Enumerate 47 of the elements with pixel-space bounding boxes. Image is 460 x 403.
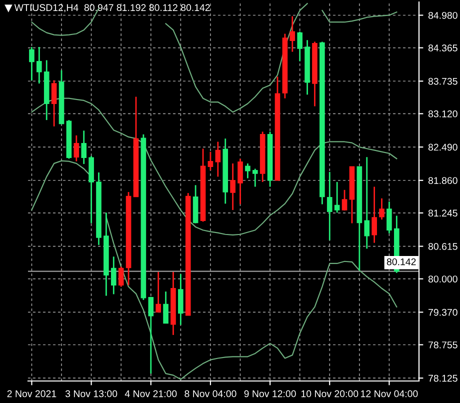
x-tick-label: 10 Nov 20:00	[301, 390, 358, 398]
candlestick	[290, 16, 296, 52]
x-tick-label: 2 Nov 2021	[7, 390, 56, 398]
candlestick	[29, 46, 34, 82]
candlestick	[379, 198, 384, 220]
y-tick-label: 83.735	[428, 78, 458, 85]
candlestick	[110, 256, 116, 295]
y-tick-label: 78.125	[428, 374, 458, 382]
candlestick	[238, 158, 243, 205]
y-tick-label: 80.615	[428, 243, 458, 250]
y-tick-label: 79.370	[428, 308, 458, 316]
candlestick	[81, 130, 87, 165]
candlestick	[208, 151, 214, 172]
candlestick	[297, 30, 302, 62]
y-tick-label: 78.755	[428, 341, 458, 348]
candlestick	[118, 266, 124, 288]
x-tick-label: 9 Nov 12:00	[244, 390, 296, 398]
candlestick	[252, 168, 258, 188]
x-tick-label: 12 Nov 04:00	[361, 390, 418, 398]
y-tick-label: 82.490	[428, 144, 458, 151]
x-tick-label: 4 Nov 21:00	[124, 390, 177, 398]
candlestick	[148, 296, 154, 374]
y-tick-label: 81.245	[428, 210, 458, 217]
candlestick	[386, 200, 392, 234]
x-tick-label: 3 Nov 13:00	[65, 390, 118, 398]
candlestick	[74, 134, 80, 162]
candlestick	[36, 46, 42, 84]
candlestick	[326, 171, 332, 241]
y-tick-label: 81.860	[428, 177, 458, 184]
x-tick-label: 8 Nov 04:00	[184, 390, 236, 398]
candlestick	[342, 189, 348, 212]
candlestick	[230, 162, 236, 211]
candlestick	[364, 156, 370, 250]
candlestick	[245, 162, 250, 179]
y-tick-label: 84.365	[428, 44, 458, 52]
candlestick	[215, 141, 221, 178]
candlestick	[334, 181, 340, 214]
y-tick-label: 80.000	[428, 276, 458, 282]
candlestick	[51, 80, 57, 128]
y-tick-label: 83.120	[428, 110, 458, 118]
candlestick	[178, 273, 184, 326]
chart-title: WTIUSD12,H4 80.947 81.192 80.112 80.142	[14, 4, 210, 12]
ref-line-label: 80.142	[386, 258, 416, 266]
candlestick	[163, 290, 168, 324]
candlestick	[372, 186, 377, 244]
y-tick-label: 84.980	[428, 12, 458, 19]
candlestick	[156, 271, 161, 313]
